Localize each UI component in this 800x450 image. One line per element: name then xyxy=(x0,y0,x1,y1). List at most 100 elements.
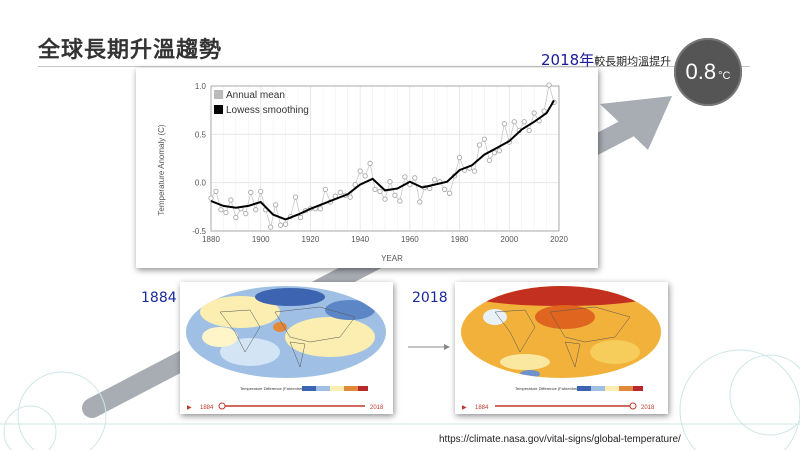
title-underline xyxy=(38,66,750,67)
annual-mean-point xyxy=(471,168,478,174)
y-tick-label: 0.5 xyxy=(195,130,207,139)
annual-mean-point xyxy=(476,142,483,148)
annual-mean-point xyxy=(496,148,502,154)
temperature-anomaly-chart: 1880 1900 1920 1940 1960 1980 2000 2020 -0.5 0.0 0… xyxy=(157,82,568,263)
temperature-chart-card: 1880 1900 1920 1940 1960 1980 2000 2020 -0.5 0.0 0… xyxy=(136,68,598,268)
annual-mean-point xyxy=(456,154,463,161)
slider-end-label: 2018 xyxy=(641,405,655,411)
slide-title: 全球長期升溫趨勢 xyxy=(38,38,223,63)
annual-mean-line xyxy=(210,84,555,228)
slider-handle[interactable] xyxy=(218,402,226,410)
slider-play-icon[interactable]: ▶ xyxy=(462,405,467,411)
annual-mean-point xyxy=(357,168,363,174)
map-year-2018: 2018 xyxy=(412,290,448,306)
slider-start-label: 1884 xyxy=(475,405,489,411)
annual-mean-point xyxy=(277,222,284,228)
annual-mean-point xyxy=(377,188,383,195)
x-tick-label: 1880 xyxy=(202,235,220,244)
map-1884-surface xyxy=(186,286,386,378)
lowess-series xyxy=(210,99,555,221)
annual-mean-point xyxy=(382,196,388,202)
slider-start-label: 1884 xyxy=(200,405,214,411)
annual-mean-point xyxy=(446,190,453,196)
chart-axes: 1880 1900 1920 1940 1960 1980 2000 2020 -0.5 0.0 0… xyxy=(192,82,568,244)
y-tick-label: -0.5 xyxy=(192,227,206,236)
rise-label-year: 2018年 xyxy=(541,51,595,69)
annual-mean-point xyxy=(402,174,408,180)
annual-mean-point xyxy=(347,194,353,200)
map-1884-slider: ▶ 1884 2018 xyxy=(187,402,384,411)
annual-mean-point xyxy=(491,150,498,156)
legend-label-lowess: Lowess smoothing xyxy=(226,105,309,116)
annual-mean-point xyxy=(272,202,279,208)
chart-legend: Annual mean Lowess smoothing xyxy=(214,90,309,116)
plot-frame xyxy=(210,85,560,232)
annual-mean-point xyxy=(486,157,493,164)
annual-mean-point xyxy=(387,179,393,185)
x-tick-label: 2020 xyxy=(550,235,568,244)
annual-mean-point xyxy=(397,198,403,204)
annual-mean-point xyxy=(213,188,219,195)
annual-mean-point xyxy=(546,82,552,88)
annual-mean-point xyxy=(352,181,358,188)
annual-mean-point xyxy=(233,214,239,221)
x-tick-label: 1900 xyxy=(252,235,270,244)
x-tick-label: 1940 xyxy=(351,235,369,244)
legend-label-annual: Annual mean xyxy=(226,90,285,101)
annual-mean-point xyxy=(362,173,368,179)
annual-mean-point xyxy=(282,221,289,227)
world-map-1884: Temperature Difference (Fahrenheit) ▶ 18… xyxy=(186,286,386,411)
map-1884-legend-title: Temperature Difference (Fahrenheit) xyxy=(240,386,305,391)
map-2018-slider: ▶ 1884 2018 xyxy=(462,402,655,411)
annual-mean-point xyxy=(372,186,378,193)
rise-label-text: 較長期均溫提升 xyxy=(594,55,672,68)
trend-arrow-head xyxy=(600,96,672,150)
source-link[interactable]: https://climate.nasa.gov/vital-signs/glo… xyxy=(439,434,681,445)
annual-mean-point xyxy=(412,175,418,181)
chart-grid xyxy=(210,85,560,232)
slider-handle[interactable] xyxy=(629,402,637,410)
legend-swatch-annual xyxy=(214,90,223,99)
badge-value: 0.8 xyxy=(685,59,717,84)
annual-mean-point xyxy=(481,136,488,142)
annual-mean-point xyxy=(337,189,343,195)
annual-mean-point xyxy=(521,119,527,125)
slider-play-icon[interactable]: ▶ xyxy=(187,405,192,411)
annual-mean-point xyxy=(228,197,234,203)
annual-mean-point xyxy=(248,189,254,195)
annual-mean-point xyxy=(243,210,249,217)
annual-mean-point xyxy=(367,160,373,166)
map-2018-scale xyxy=(577,386,643,391)
y-tick-label: 0.0 xyxy=(195,179,207,188)
annual-mean-point xyxy=(208,195,214,201)
annual-mean-point xyxy=(258,188,264,195)
annual-mean-point xyxy=(218,207,224,213)
annual-mean-point xyxy=(292,194,299,200)
world-map-2018: Temperature Difference (Fahrenheit) ▶ 18… xyxy=(461,286,661,411)
annual-mean-point xyxy=(322,186,328,193)
lowess-smoothing-line xyxy=(210,99,555,221)
annual-mean-point xyxy=(531,110,537,116)
map-2018-legend-title: Temperature Difference (Fahrenheit) xyxy=(515,386,580,391)
badge-unit: °C xyxy=(718,70,731,82)
annual-mean-point xyxy=(268,224,274,230)
map-1884-scale xyxy=(302,386,368,391)
x-tick-label: 1980 xyxy=(451,235,469,244)
slider-end-label: 2018 xyxy=(370,405,384,411)
x-tick-label: 1960 xyxy=(401,235,419,244)
x-axis-label: YEAR xyxy=(381,254,403,263)
annual-mean-point xyxy=(223,209,229,216)
y-tick-label: 1.0 xyxy=(195,82,207,91)
legend-swatch-lowess xyxy=(214,105,223,114)
annual-mean-point xyxy=(442,186,448,193)
annual-mean-point xyxy=(392,192,398,198)
annual-mean-point xyxy=(297,214,304,221)
annual-mean-point xyxy=(501,121,507,127)
x-tick-label: 2000 xyxy=(500,235,518,244)
x-tick-label: 1920 xyxy=(302,235,320,244)
annual-mean-point xyxy=(317,206,324,212)
annual-mean-point xyxy=(511,119,517,125)
map-2018-surface xyxy=(461,286,661,378)
temperature-rise-badge: 0.8 °C xyxy=(674,38,742,106)
y-axis-label: Temperature Anomaly (C) xyxy=(157,124,166,215)
